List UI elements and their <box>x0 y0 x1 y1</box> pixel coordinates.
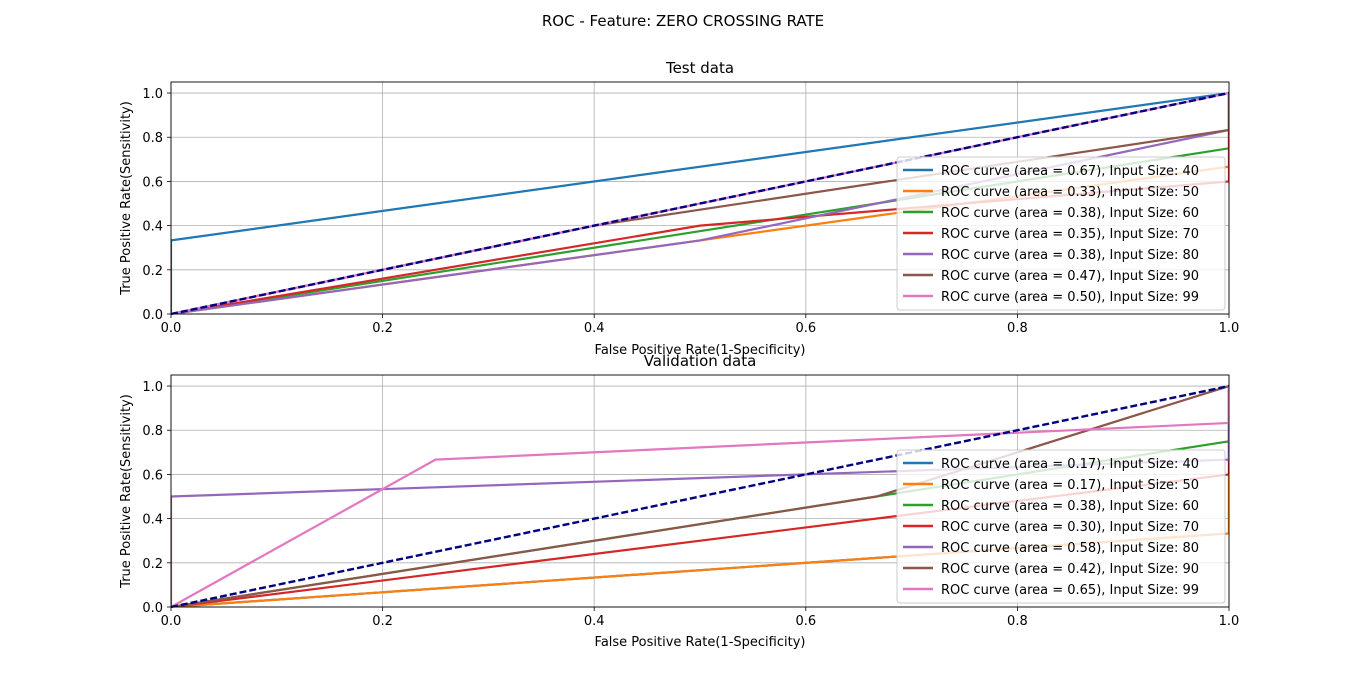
validation-series-line-size-99 <box>171 386 1229 607</box>
validation-y-tick-label: 0.6 <box>142 468 163 483</box>
validation-x-axis-label: False Positive Rate(1-Specificity) <box>595 635 806 650</box>
test-y-tick-label: 0.6 <box>142 175 163 190</box>
validation-x-tick-label: 0.2 <box>372 614 393 629</box>
validation-series-line-size-50 <box>171 386 1229 607</box>
test-panel-title: Test data <box>665 59 734 77</box>
validation-series-line-size-80 <box>171 386 1229 607</box>
validation-y-tick-label: 0.4 <box>142 513 163 528</box>
validation-y-tick-label: 0.2 <box>142 557 163 572</box>
test-legend-label: ROC curve (area = 0.67), Input Size: 40 <box>941 164 1199 179</box>
validation-x-tick-label: 0.8 <box>1007 614 1028 629</box>
test-y-tick-label: 0.0 <box>142 308 163 323</box>
test-legend-label: ROC curve (area = 0.38), Input Size: 60 <box>941 206 1199 221</box>
test-series-line-size-40 <box>171 91 1229 314</box>
test-legend-label: ROC curve (area = 0.33), Input Size: 50 <box>941 185 1199 200</box>
validation-x-tick-label: 0.6 <box>795 614 816 629</box>
validation-data-panel: Validation data False Positive Rate(1-Sp… <box>119 352 1239 650</box>
test-legend-label: ROC curve (area = 0.35), Input Size: 70 <box>941 227 1199 242</box>
test-y-tick-label: 1.0 <box>142 87 163 102</box>
validation-y-tick-label: 0.8 <box>142 424 163 439</box>
validation-y-tick-label: 0.0 <box>142 601 163 616</box>
validation-x-tick-label: 1.0 <box>1219 614 1240 629</box>
validation-legend-label: ROC curve (area = 0.17), Input Size: 50 <box>941 478 1199 493</box>
test-data-panel: Test data False Positive Rate(1-Specific… <box>119 59 1239 358</box>
validation-axes-frame <box>170 374 1230 608</box>
validation-legend-label: ROC curve (area = 0.38), Input Size: 60 <box>941 499 1199 514</box>
validation-legend-label: ROC curve (area = 0.17), Input Size: 40 <box>941 457 1199 472</box>
test-x-tick-label: 0.4 <box>584 321 605 336</box>
test-y-tick-label: 0.8 <box>142 131 163 146</box>
test-y-tick-label: 0.2 <box>142 264 163 279</box>
validation-y-axis-label: True Positive Rate(Sensitivity) <box>119 394 134 589</box>
validation-x-tick-label: 0.4 <box>584 614 605 629</box>
validation-y-tick-label: 1.0 <box>142 380 163 395</box>
validation-legend-label: ROC curve (area = 0.58), Input Size: 80 <box>941 541 1199 556</box>
validation-series-line-size-90 <box>171 385 1229 607</box>
validation-legend-label: ROC curve (area = 0.65), Input Size: 99 <box>941 583 1199 598</box>
test-x-tick-label: 1.0 <box>1219 321 1240 336</box>
figure-suptitle: ROC - Feature: ZERO CROSSING RATE <box>542 12 824 30</box>
validation-legend-label: ROC curve (area = 0.42), Input Size: 90 <box>941 562 1199 577</box>
test-legend-box <box>896 156 1226 311</box>
test-x-tick-label: 0.2 <box>372 321 393 336</box>
validation-legend-label: ROC curve (area = 0.30), Input Size: 70 <box>941 520 1199 535</box>
test-legend-label: ROC curve (area = 0.38), Input Size: 80 <box>941 248 1199 263</box>
test-y-tick-label: 0.4 <box>142 220 163 235</box>
test-axes-frame <box>170 81 1230 315</box>
test-legend-label: ROC curve (area = 0.50), Input Size: 99 <box>941 290 1199 305</box>
test-y-axis-label: True Positive Rate(Sensitivity) <box>119 101 134 296</box>
test-legend-label: ROC curve (area = 0.47), Input Size: 90 <box>941 269 1199 284</box>
validation-x-tick-label: 0.0 <box>161 614 182 629</box>
validation-legend-box <box>896 449 1226 604</box>
test-x-axis-label: False Positive Rate(1-Specificity) <box>595 343 806 358</box>
validation-reference-diagonal <box>170 384 1230 609</box>
validation-series-line-size-70 <box>171 386 1229 607</box>
test-x-tick-label: 0.6 <box>795 321 816 336</box>
test-x-tick-label: 0.8 <box>1007 321 1028 336</box>
validation-panel-title: Validation data <box>644 352 757 370</box>
test-reference-diagonal <box>170 91 1230 316</box>
test-x-tick-label: 0.0 <box>161 321 182 336</box>
